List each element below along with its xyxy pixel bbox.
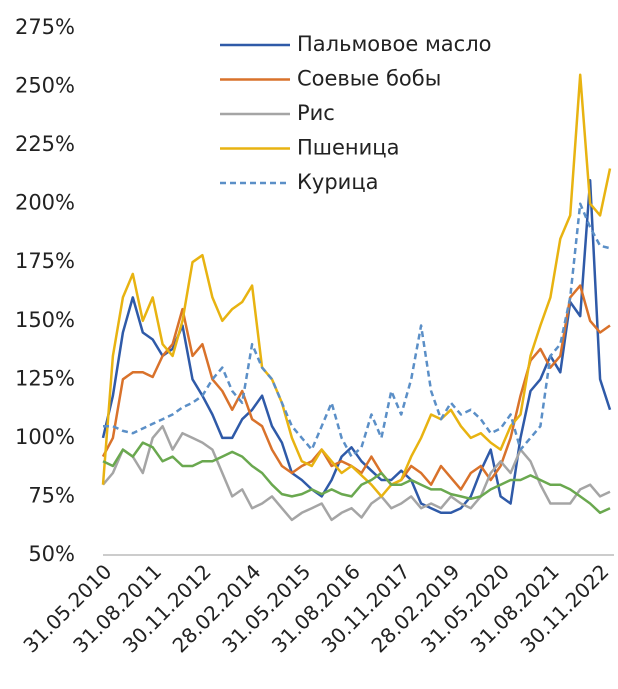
y-tick-label: 225% [15, 132, 75, 156]
legend-label: Рис [297, 101, 335, 125]
y-tick-label: 150% [15, 308, 75, 332]
legend-label: Соевые бобы [297, 67, 441, 91]
series-line [102, 441, 611, 515]
series-line [101, 178, 612, 515]
y-tick-label: 75% [28, 483, 75, 507]
y-tick-label: 200% [15, 191, 75, 215]
series-line [102, 424, 611, 522]
series-line [101, 73, 612, 498]
y-tick-label: 250% [15, 74, 75, 98]
y-tick-label: 175% [15, 249, 75, 273]
legend-label: Пальмовое масло [297, 32, 492, 56]
legend-label: Пшеница [297, 136, 399, 160]
y-tick-label: 50% [28, 542, 75, 566]
y-tick-label: 275% [15, 15, 75, 39]
y-tick-label: 100% [15, 425, 75, 449]
legend-label: Курица [297, 170, 378, 194]
series-line [103, 202, 611, 458]
y-tick-label: 125% [15, 366, 75, 390]
